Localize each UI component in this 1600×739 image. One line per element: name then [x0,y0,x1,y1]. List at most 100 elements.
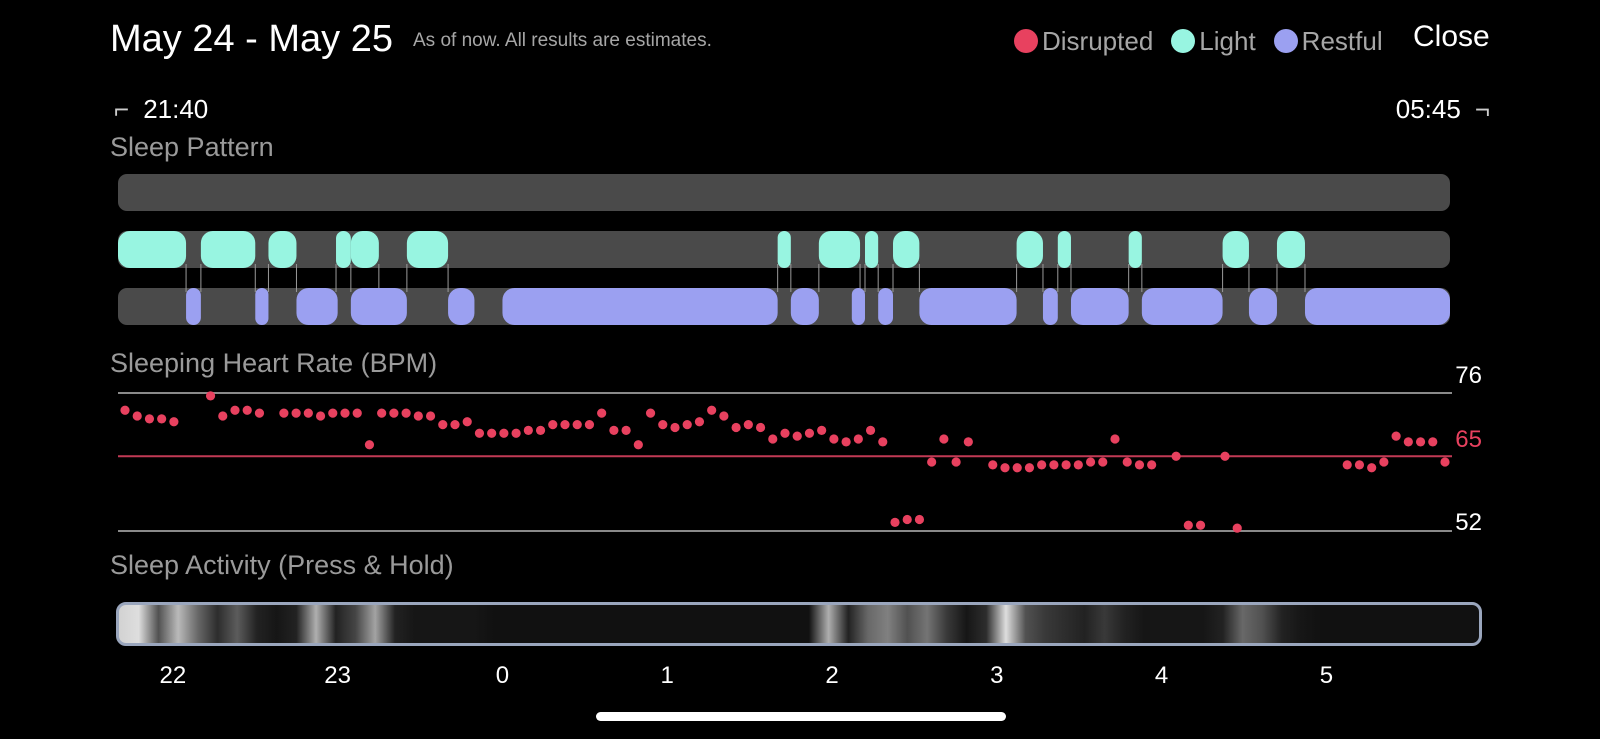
hr-point [144,414,155,424]
hr-point [939,434,949,444]
x-axis: 22 23 0 1 2 3 4 5 [0,662,1600,692]
legend-light: Light [1171,26,1256,57]
restful-segment [1248,288,1277,325]
hr-point [450,420,460,430]
hr-point [132,411,142,421]
hr-point [1134,460,1145,470]
hr-point [169,417,179,427]
hr-point [425,411,436,421]
hr-point [731,422,741,433]
hr-point [291,408,301,418]
light-segment [893,231,920,268]
disrupted-dot-icon [1014,29,1038,53]
hr-point [1354,460,1365,470]
light-segment [1057,231,1071,268]
hr-point [254,408,265,418]
hr-point [1073,460,1083,470]
heart-rate-chart: 76 65 52 [118,362,1482,536]
hr-point [157,414,167,424]
hr-point [1049,460,1059,470]
hr-point [645,408,656,418]
hr-point [621,425,631,435]
hr-point [804,428,815,438]
hr-point [1342,460,1352,470]
hr-point [120,405,130,415]
sleep-activity-strip[interactable] [116,602,1482,646]
hr-point [377,408,387,418]
hr-min-label: 52 [1455,509,1482,536]
page-title: May 24 - May 25 [110,18,393,60]
hr-point [1037,460,1047,470]
hr-point [694,417,705,427]
light-segment [118,231,187,268]
light-segment [350,231,379,268]
light-segment [1222,231,1249,268]
hr-point [548,420,558,430]
hr-point [707,405,717,415]
hr-point [1122,457,1132,467]
hr-point [535,425,546,435]
light-segment [777,231,791,268]
hr-point [438,420,448,430]
light-segment [1128,231,1142,268]
sleep-activity-label: Sleep Activity (Press & Hold) [110,550,454,580]
home-indicator[interactable] [596,712,1006,721]
hr-point [951,457,961,467]
hr-point [1024,463,1035,473]
hr-point [597,408,607,418]
hr-point [817,425,827,435]
restful-segment [790,288,819,325]
sleep-pattern-label: Sleep Pattern [110,132,274,162]
hr-point [853,434,863,444]
restful-segment [1304,288,1450,325]
legend-restful-label: Restful [1301,25,1383,56]
legend: Disrupted Light Restful [1014,22,1401,60]
hr-point [927,457,937,467]
time-start: ⌐ 21:40 [114,94,208,125]
hr-point [474,428,485,438]
hr-point [670,422,680,433]
x-tick-label: 3 [990,662,1004,689]
hr-point [572,420,582,430]
hr-point [1171,451,1181,461]
hr-point [462,417,472,427]
hr-point [780,428,790,438]
light-segment [268,231,297,268]
hr-point [1085,457,1096,467]
light-dot-icon [1171,29,1196,53]
pattern-track-0 [118,174,1450,211]
hr-point [279,408,289,418]
time-end: 05:45 ¬ [1396,94,1490,125]
hr-point [1000,463,1010,473]
hr-point [401,408,411,418]
restful-segment [1141,288,1223,325]
hr-point [303,408,313,418]
hr-point [963,437,973,447]
hr-point [352,408,362,418]
hr-point [1367,463,1377,473]
hr-point [1391,431,1401,441]
light-segment [864,231,879,268]
x-tick-label: 2 [825,662,839,689]
restful-segment [296,288,338,325]
hr-point [1220,451,1230,461]
hr-point [755,422,766,433]
restful-segment [502,288,778,325]
hr-point [1195,520,1206,530]
x-tick-label: 0 [495,662,510,689]
light-segment [200,231,256,268]
hr-point [487,428,497,438]
restful-segment [919,288,1017,325]
hr-point [1379,457,1389,467]
restful-dot-icon [1273,29,1298,53]
close-button[interactable]: Close [1413,20,1490,53]
hr-point [743,420,753,430]
hr-point [878,437,888,447]
hr-point [1183,520,1193,530]
light-segment [1016,231,1043,268]
light-segment [406,231,449,268]
hr-point [1232,523,1242,533]
hr-point [413,411,423,421]
hr-point [364,440,375,450]
hr-point [768,434,778,444]
